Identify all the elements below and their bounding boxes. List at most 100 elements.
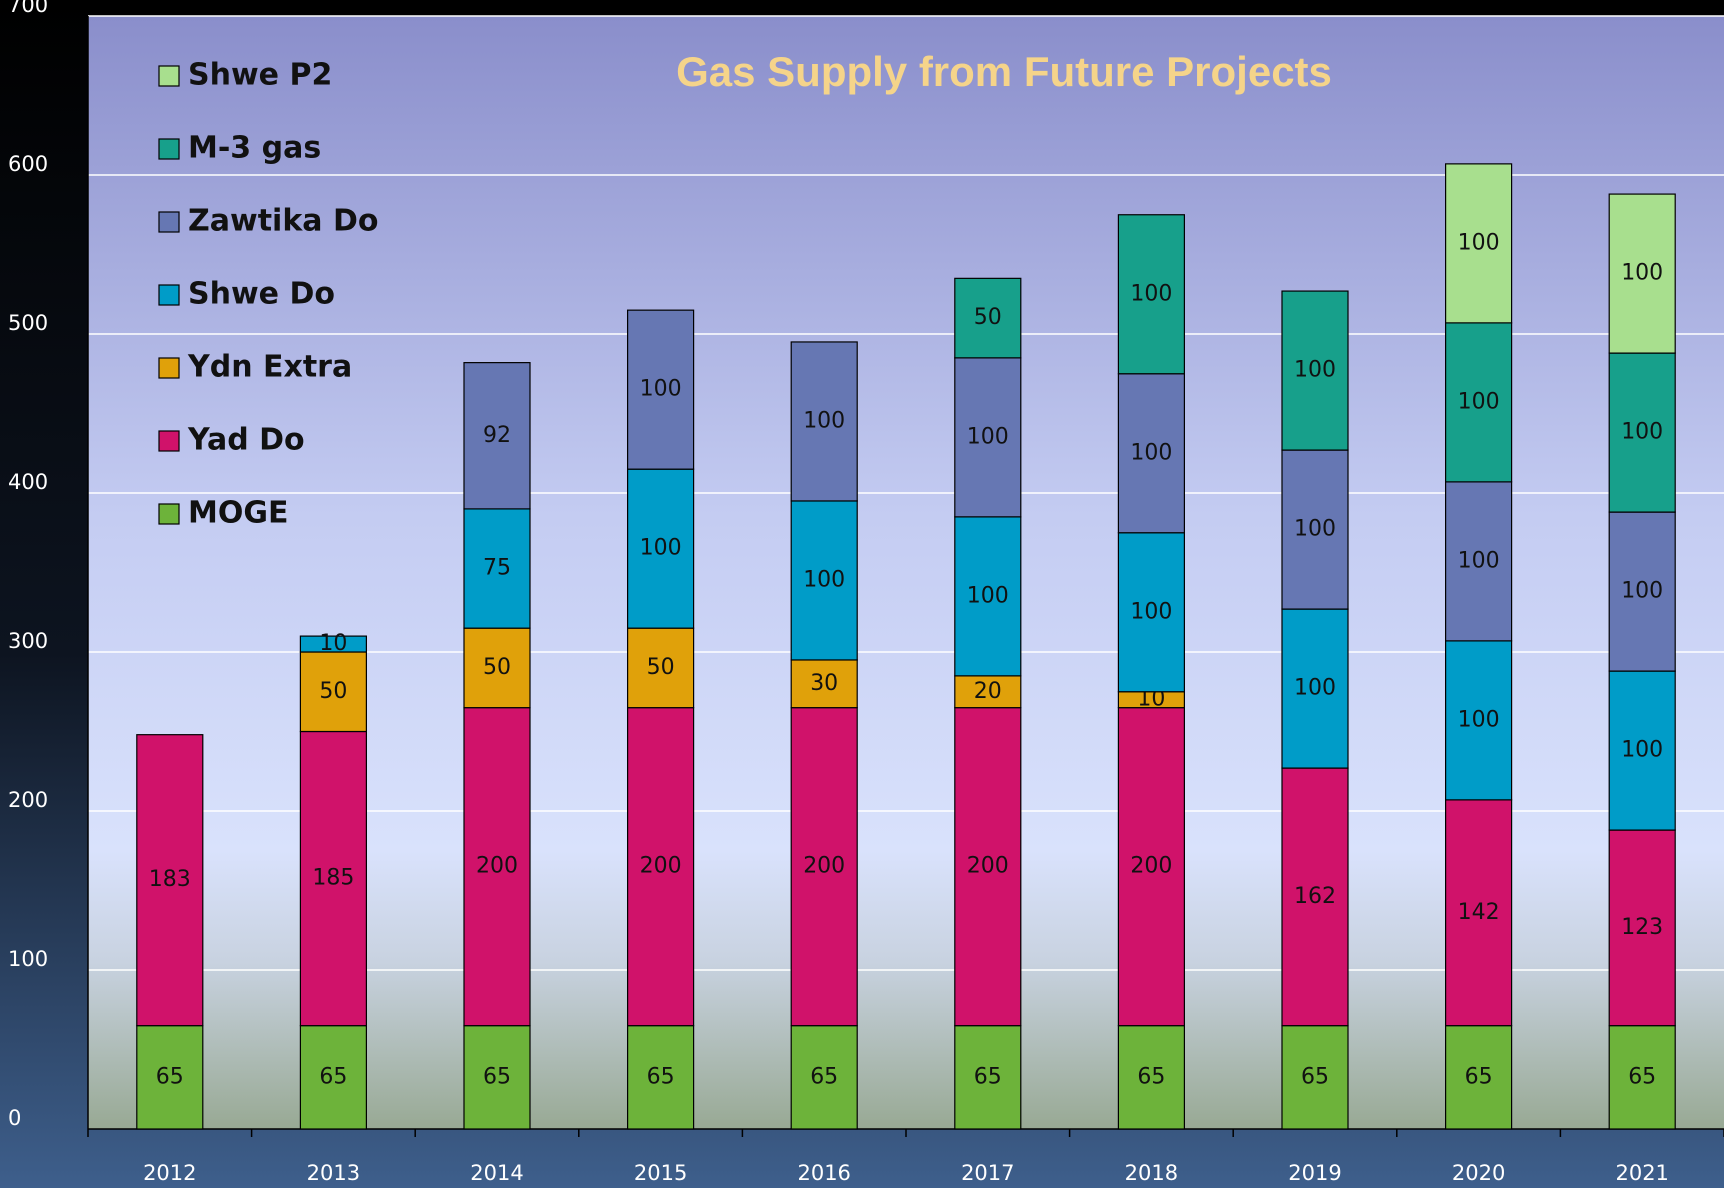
y-tick-label: 300 — [8, 629, 48, 653]
data-label: 100 — [803, 567, 845, 592]
x-tick-label: 2015 — [634, 1161, 687, 1185]
bar-segment — [790, 341, 858, 502]
legend-label: Ydn Extra — [187, 350, 352, 385]
bar-segment — [790, 659, 858, 709]
bar-segment — [1444, 163, 1513, 324]
bar-segment — [299, 651, 367, 733]
y-tick-label: 700 — [8, 0, 48, 17]
bar-segment — [626, 468, 695, 629]
data-label: 183 — [149, 867, 191, 892]
legend-swatch — [158, 211, 180, 233]
x-tick-label: 2016 — [797, 1161, 850, 1185]
data-label: 65 — [1628, 1064, 1656, 1089]
bar-segment — [463, 362, 531, 510]
legend-label: Yad Do — [187, 423, 305, 458]
x-tick-label: 2018 — [1125, 1161, 1178, 1185]
data-label: 65 — [483, 1064, 511, 1089]
bar-segment — [954, 277, 1022, 359]
bar-segment — [626, 707, 695, 1027]
bar-segment — [1444, 799, 1513, 1027]
y-tick-label: 500 — [8, 311, 48, 335]
bar-segment — [1444, 481, 1513, 642]
data-label: 100 — [1458, 230, 1500, 255]
bar-segment — [1281, 767, 1349, 1027]
bar-segment — [626, 1025, 695, 1130]
bar-segment — [299, 730, 367, 1027]
bar-segment — [790, 1025, 858, 1130]
data-label: 100 — [1130, 599, 1172, 624]
data-label: 200 — [640, 854, 682, 879]
bar-segment — [790, 707, 858, 1027]
bar-segment — [1444, 322, 1513, 483]
bar-segment — [1281, 449, 1349, 610]
x-tick-label: 2020 — [1452, 1161, 1505, 1185]
legend-label: Zawtika Do — [188, 204, 379, 239]
y-tick-label: 100 — [8, 947, 48, 971]
legend-label: Shwe P2 — [188, 58, 332, 93]
data-label: 100 — [1294, 358, 1336, 383]
x-tick-label: 2017 — [961, 1161, 1014, 1185]
bar-segment — [954, 1025, 1022, 1130]
legend-label: MOGE — [188, 496, 288, 531]
legend-swatch — [158, 430, 180, 452]
data-label: 100 — [1130, 281, 1172, 306]
legend-swatch — [158, 65, 180, 87]
data-label: 30 — [810, 671, 838, 696]
legend-swatch — [158, 503, 180, 525]
bar-segment — [626, 627, 695, 709]
data-label: 100 — [967, 583, 1009, 608]
bar-segment — [1281, 1025, 1349, 1130]
data-label: 100 — [1458, 389, 1500, 414]
bar-segment — [136, 734, 204, 1027]
data-label: 65 — [1137, 1064, 1165, 1089]
data-label: 200 — [1130, 854, 1172, 879]
data-label: 100 — [1621, 738, 1663, 763]
data-label: 200 — [803, 854, 845, 879]
x-tick-label: 2012 — [143, 1161, 196, 1185]
legend-label: M-3 gas — [188, 131, 321, 166]
data-label: 100 — [1294, 676, 1336, 701]
data-label: 20 — [974, 679, 1002, 704]
data-label: 200 — [476, 854, 518, 879]
y-tick-label: 200 — [8, 788, 48, 812]
bar-segment — [1117, 532, 1186, 693]
data-label: 50 — [647, 655, 675, 680]
bar-segment — [463, 627, 531, 709]
data-label: 100 — [1621, 420, 1663, 445]
bar-segment — [1117, 707, 1186, 1027]
data-label: 200 — [967, 854, 1009, 879]
x-tick-label: 2021 — [1615, 1161, 1668, 1185]
data-label: 100 — [1458, 707, 1500, 732]
bar-segment — [954, 707, 1022, 1027]
y-tick-label: 400 — [8, 470, 48, 494]
data-label: 65 — [810, 1064, 838, 1089]
data-label: 50 — [319, 679, 347, 704]
data-label: 65 — [1301, 1064, 1329, 1089]
legend-swatch — [158, 284, 180, 306]
bar-segment — [1608, 829, 1676, 1027]
x-tick-label: 2014 — [470, 1161, 523, 1185]
bar-segment — [299, 1025, 367, 1130]
bar-segment — [463, 1025, 531, 1130]
data-label: 142 — [1458, 900, 1500, 925]
bar-segment — [1117, 214, 1186, 375]
x-tick-label: 2019 — [1288, 1161, 1341, 1185]
bar-segment — [1608, 193, 1676, 354]
legend-swatch — [158, 138, 180, 160]
data-label: 100 — [1458, 548, 1500, 573]
data-label: 65 — [1465, 1064, 1493, 1089]
data-label: 100 — [640, 377, 682, 402]
bar-segment — [1608, 352, 1676, 513]
data-label: 65 — [974, 1064, 1002, 1089]
bar-segment — [463, 508, 531, 629]
data-label: 100 — [803, 408, 845, 433]
data-label: 162 — [1294, 884, 1336, 909]
bar-segment — [1444, 640, 1513, 801]
bar-segment — [1117, 1025, 1186, 1130]
bar-segment — [1608, 1025, 1676, 1130]
data-label: 75 — [483, 556, 511, 581]
data-label: 50 — [483, 655, 511, 680]
data-label: 100 — [1130, 440, 1172, 465]
